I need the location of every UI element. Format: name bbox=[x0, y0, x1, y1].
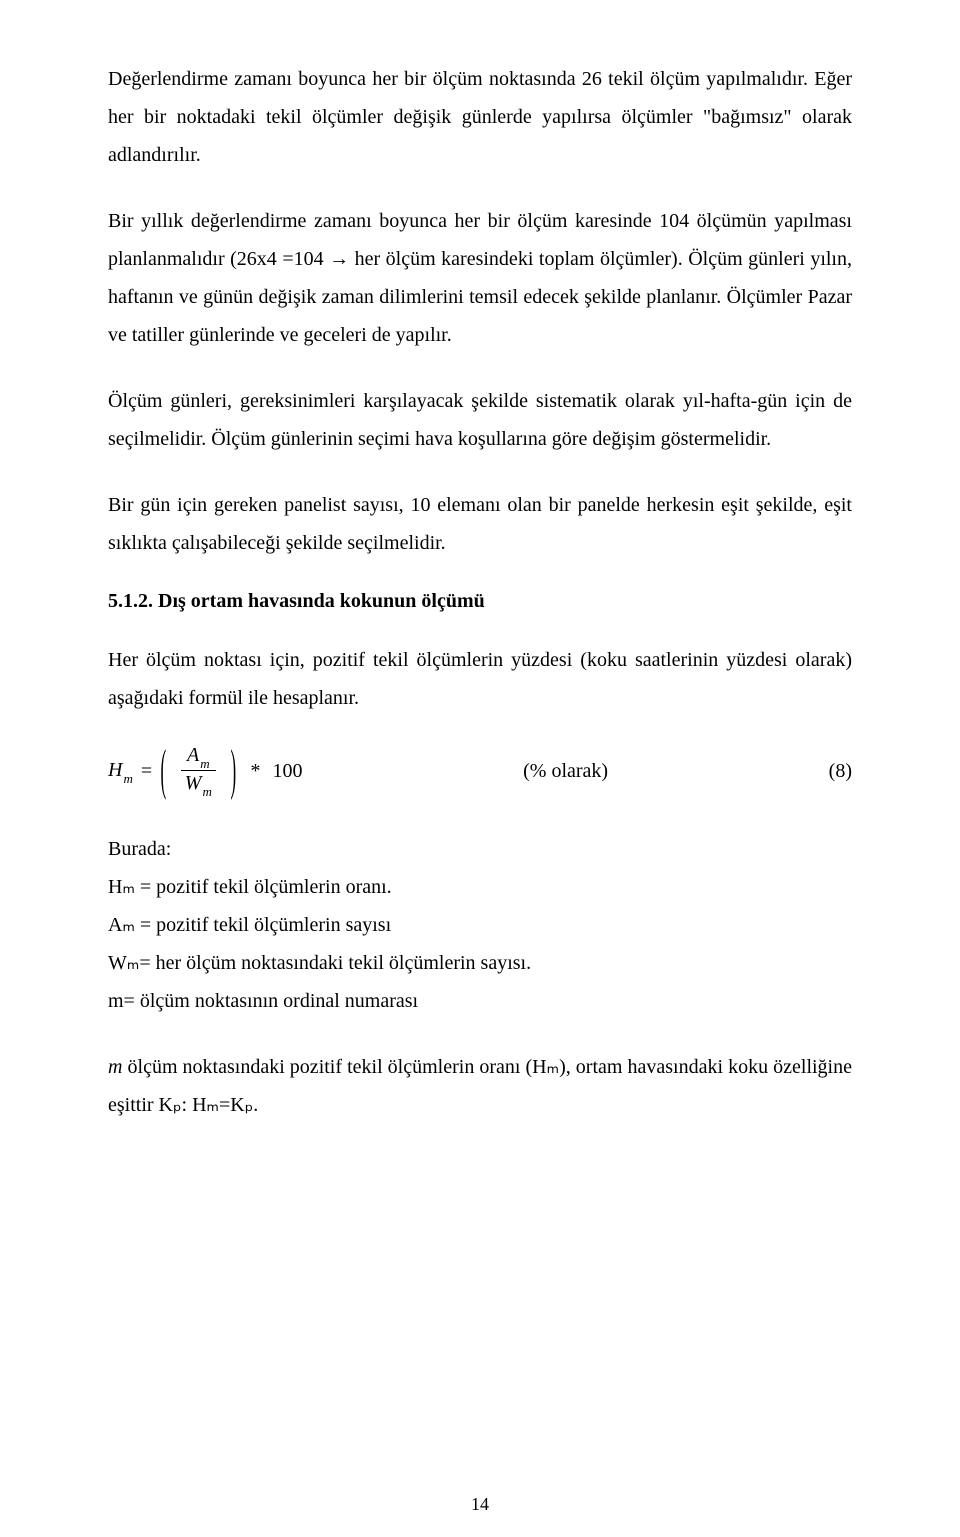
formula-row: Hm = ( Am Wm ) *100 (% olarak) (8) bbox=[108, 745, 852, 796]
def-line-2: Aₘ = pozitif tekil ölçümlerin sayısı bbox=[108, 906, 852, 944]
paragraph-4: Bir gün için gereken panelist sayısı, 10… bbox=[108, 486, 852, 562]
fraction: Am Wm bbox=[179, 745, 218, 796]
section-heading: 5.1.2. Dış ortam havasında kokunun ölçüm… bbox=[108, 590, 852, 613]
den-sub: m bbox=[202, 784, 211, 799]
equation-number: (8) bbox=[829, 755, 852, 787]
def-line-1: Hₘ = pozitif tekil ölçümlerin oranı. bbox=[108, 868, 852, 906]
paragraph-3: Ölçüm günleri, gereksinimleri karşılayac… bbox=[108, 382, 852, 458]
lhs-sub: m bbox=[123, 771, 132, 786]
num-var: A bbox=[187, 744, 199, 766]
paragraph-1: Değerlendirme zamanı boyunca her bir ölç… bbox=[108, 60, 852, 174]
p6-italic: m bbox=[108, 1056, 122, 1078]
den-var: W bbox=[185, 772, 202, 794]
def-line-4: m= ölçüm noktasının ordinal numarası bbox=[108, 982, 852, 1020]
num-sub: m bbox=[200, 756, 209, 771]
formula-caption: (% olarak) bbox=[303, 755, 829, 787]
lhs-var: H bbox=[108, 759, 122, 781]
formula-expression: Hm = ( Am Wm ) *100 bbox=[108, 745, 303, 796]
paragraph-5: Her ölçüm noktası için, pozitif tekil öl… bbox=[108, 641, 852, 717]
paragraph-2: Bir yıllık değerlendirme zamanı boyunca … bbox=[108, 202, 852, 354]
page: Değerlendirme zamanı boyunca her bir ölç… bbox=[0, 0, 960, 1537]
def-intro: Burada: bbox=[108, 830, 852, 868]
definitions-block: Burada: Hₘ = pozitif tekil ölçümlerin or… bbox=[108, 830, 852, 1020]
page-number: 14 bbox=[0, 1494, 960, 1515]
paragraph-6: m ölçüm noktasındaki pozitif tekil ölçüm… bbox=[108, 1048, 852, 1124]
p6-rest: ölçüm noktasındaki pozitif tekil ölçümle… bbox=[108, 1056, 852, 1116]
multiplier: 100 bbox=[273, 755, 303, 787]
def-line-3: Wₘ= her ölçüm noktasındaki tekil ölçümle… bbox=[108, 944, 852, 982]
